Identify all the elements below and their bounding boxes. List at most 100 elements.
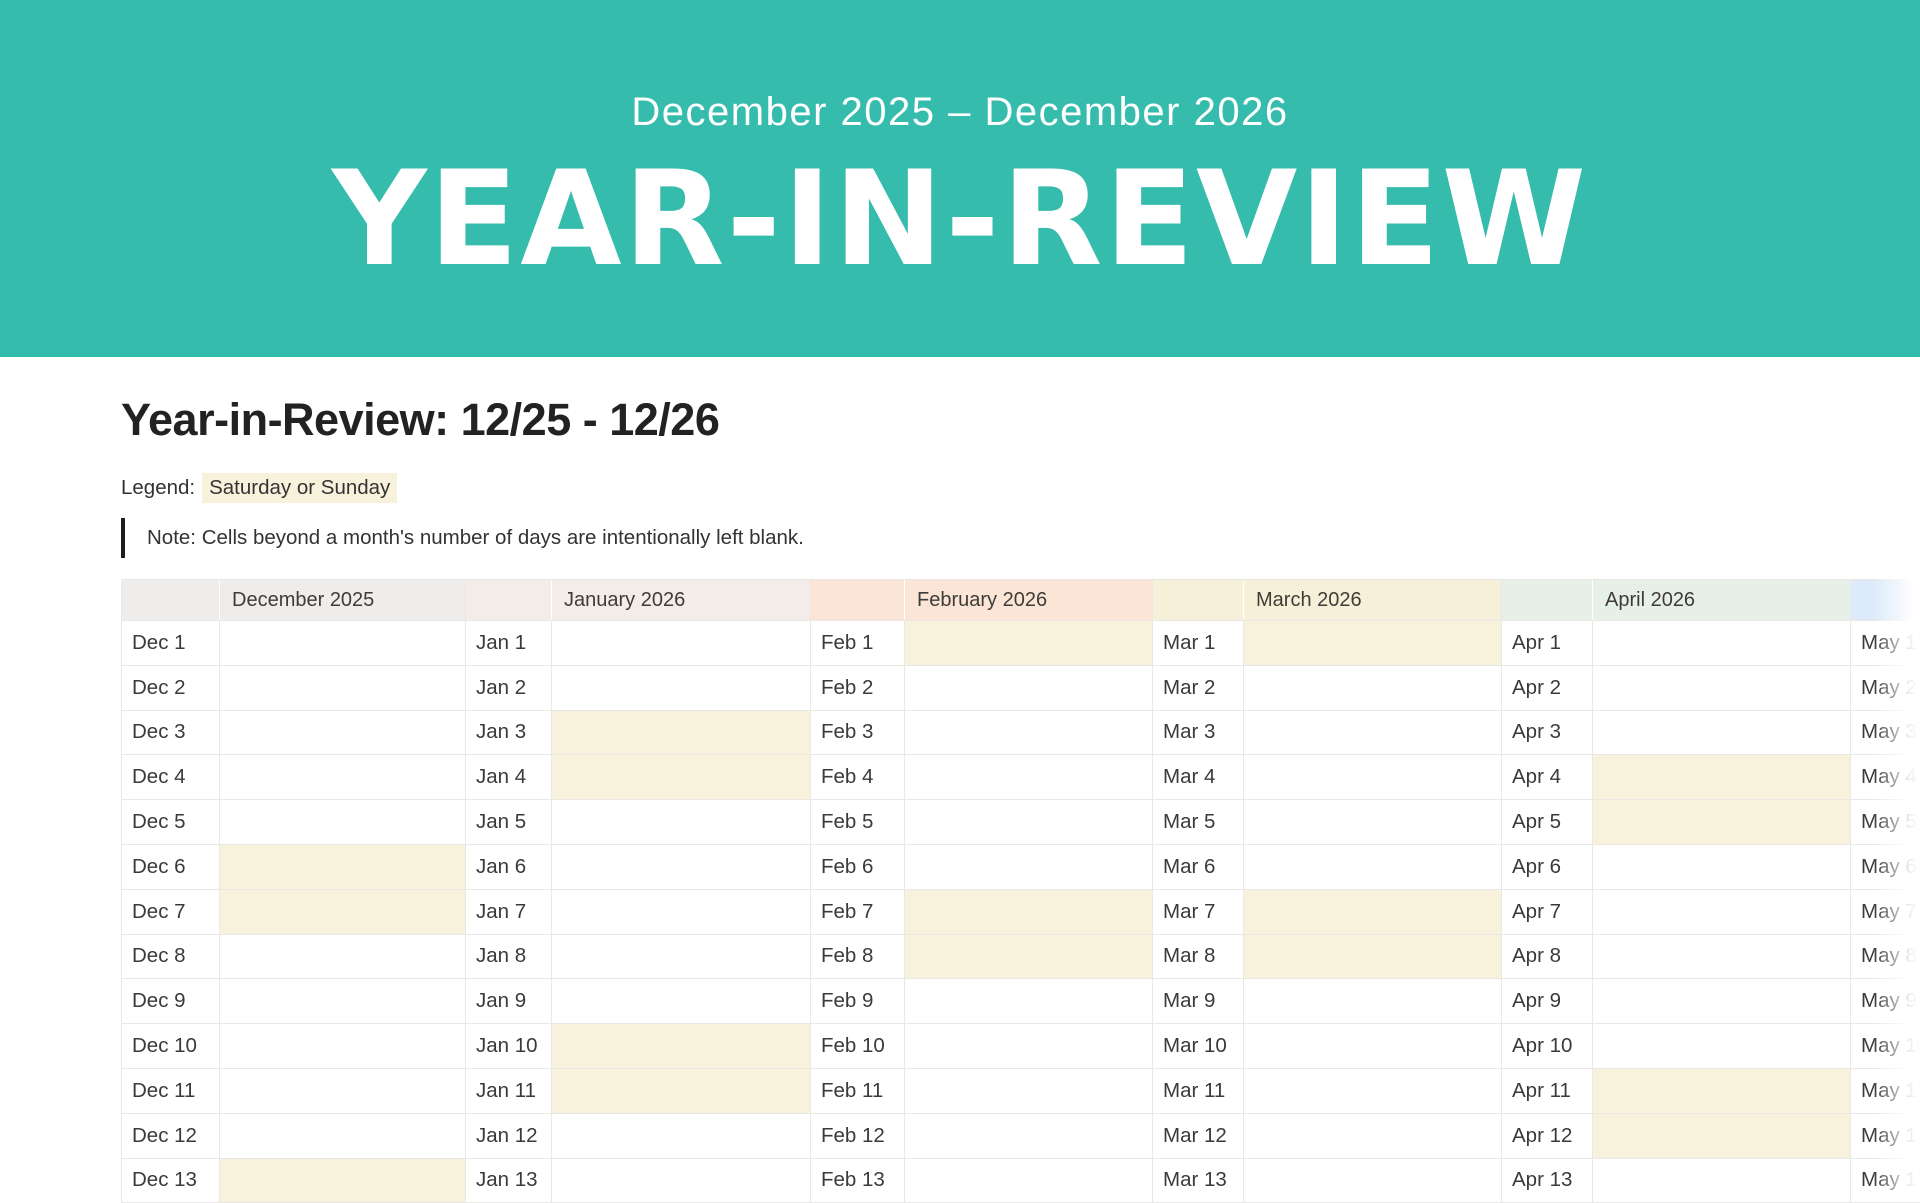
content-cell	[1593, 710, 1851, 755]
day-cell: Apr 13	[1502, 1158, 1593, 1203]
weekend-cell	[552, 1024, 811, 1069]
content-cell	[1244, 1068, 1502, 1113]
day-cell: May 5	[1851, 800, 1920, 845]
day-cell: Dec 8	[122, 934, 220, 979]
content-cell	[552, 844, 811, 889]
day-cell: Apr 12	[1502, 1113, 1593, 1158]
day-cell: May 13	[1851, 1158, 1920, 1203]
weekend-cell	[905, 934, 1153, 979]
content-cell	[1593, 934, 1851, 979]
content-cell	[220, 665, 466, 710]
day-cell: Jan 5	[466, 800, 552, 845]
day-cell: May 2	[1851, 665, 1920, 710]
content-cell	[905, 1024, 1153, 1069]
content-cell	[220, 755, 466, 800]
day-cell: Feb 5	[811, 800, 905, 845]
weekend-cell	[1593, 755, 1851, 800]
day-cell: Mar 3	[1153, 710, 1244, 755]
day-cell: Jan 1	[466, 621, 552, 666]
day-cell: Dec 13	[122, 1158, 220, 1203]
day-cell: Dec 3	[122, 710, 220, 755]
day-cell: Jan 7	[466, 889, 552, 934]
content-cell	[552, 1113, 811, 1158]
day-cell: May 11	[1851, 1068, 1920, 1113]
content-cell	[905, 1068, 1153, 1113]
content-cell	[220, 621, 466, 666]
day-cell: Apr 4	[1502, 755, 1593, 800]
day-cell: Feb 10	[811, 1024, 905, 1069]
day-cell: Apr 2	[1502, 665, 1593, 710]
content-cell	[220, 1113, 466, 1158]
banner-title: YEAR-IN-REVIEW	[332, 150, 1588, 288]
content-cell	[1244, 844, 1502, 889]
content-cell	[1244, 800, 1502, 845]
content-cell	[905, 800, 1153, 845]
day-cell: Feb 3	[811, 710, 905, 755]
legend: Legend:Saturday or Sunday	[121, 473, 1920, 503]
day-cell: Feb 1	[811, 621, 905, 666]
page-content: Year-in-Review: 12/25 - 12/26 Legend:Sat…	[0, 394, 1920, 1203]
day-cell: Feb 8	[811, 934, 905, 979]
day-cell: Mar 12	[1153, 1113, 1244, 1158]
weekend-cell	[220, 889, 466, 934]
day-cell: Dec 6	[122, 844, 220, 889]
day-cell: Feb 2	[811, 665, 905, 710]
day-cell: Apr 3	[1502, 710, 1593, 755]
month-header-cell: December 2025	[220, 580, 466, 621]
day-cell: Mar 13	[1153, 1158, 1244, 1203]
content-cell	[1244, 1113, 1502, 1158]
day-cell: Mar 2	[1153, 665, 1244, 710]
day-cell: May 3	[1851, 710, 1920, 755]
content-cell	[905, 710, 1153, 755]
note-text: Note: Cells beyond a month's number of d…	[147, 526, 804, 549]
legend-weekend-swatch: Saturday or Sunday	[202, 473, 397, 503]
content-cell	[1593, 665, 1851, 710]
day-cell: Feb 7	[811, 889, 905, 934]
content-cell	[1244, 1158, 1502, 1203]
day-cell: Dec 5	[122, 800, 220, 845]
day-cell: Jan 2	[466, 665, 552, 710]
hero-banner: December 2025 – December 2026 YEAR-IN-RE…	[0, 0, 1920, 357]
day-cell: Jan 8	[466, 934, 552, 979]
day-cell: Feb 13	[811, 1158, 905, 1203]
day-cell: Jan 13	[466, 1158, 552, 1203]
content-cell	[552, 800, 811, 845]
content-cell	[552, 621, 811, 666]
day-cell: Mar 7	[1153, 889, 1244, 934]
day-cell: Apr 1	[1502, 621, 1593, 666]
day-cell: May 8	[1851, 934, 1920, 979]
day-cell: Apr 8	[1502, 934, 1593, 979]
day-cell: Mar 9	[1153, 979, 1244, 1024]
day-header-cell	[811, 580, 905, 621]
day-cell: Apr 11	[1502, 1068, 1593, 1113]
day-cell: May 7	[1851, 889, 1920, 934]
day-cell: Mar 10	[1153, 1024, 1244, 1069]
content-cell	[1244, 979, 1502, 1024]
day-cell: May 6	[1851, 844, 1920, 889]
content-cell	[905, 1113, 1153, 1158]
day-header-cell	[1153, 580, 1244, 621]
content-cell	[220, 800, 466, 845]
day-cell: Mar 5	[1153, 800, 1244, 845]
day-cell: Mar 1	[1153, 621, 1244, 666]
content-cell	[220, 934, 466, 979]
month-header-cell: April 2026	[1593, 580, 1851, 621]
day-cell: Feb 9	[811, 979, 905, 1024]
content-cell	[1593, 979, 1851, 1024]
day-cell: Apr 10	[1502, 1024, 1593, 1069]
weekend-cell	[1593, 800, 1851, 845]
content-cell	[220, 979, 466, 1024]
weekend-cell	[552, 755, 811, 800]
content-cell	[1593, 1158, 1851, 1203]
banner-subtitle: December 2025 – December 2026	[631, 88, 1288, 136]
day-cell: Dec 7	[122, 889, 220, 934]
weekend-cell	[1593, 1113, 1851, 1158]
